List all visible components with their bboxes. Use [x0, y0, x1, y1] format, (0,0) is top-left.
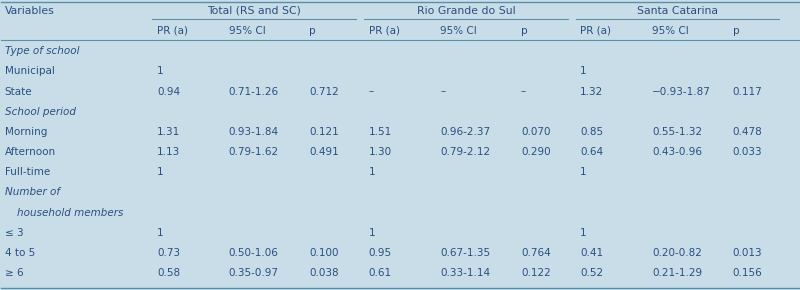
Text: 0.96-2.37: 0.96-2.37 [441, 127, 490, 137]
Text: 0.35-0.97: 0.35-0.97 [229, 268, 279, 278]
Text: 0.58: 0.58 [157, 268, 180, 278]
Text: 0.33-1.14: 0.33-1.14 [441, 268, 490, 278]
Text: 0.61: 0.61 [369, 268, 392, 278]
Text: PR (a): PR (a) [369, 26, 399, 36]
Text: p: p [521, 26, 527, 36]
Text: p: p [733, 26, 739, 36]
Text: Number of: Number of [5, 187, 60, 197]
Text: 1.32: 1.32 [580, 86, 603, 97]
Text: Full-time: Full-time [5, 167, 50, 177]
Text: 1: 1 [580, 167, 586, 177]
Text: State: State [5, 86, 32, 97]
Text: 0.712: 0.712 [310, 86, 339, 97]
Text: 0.52: 0.52 [580, 268, 603, 278]
Text: 1: 1 [157, 167, 163, 177]
Text: 1: 1 [369, 167, 375, 177]
Text: 4 to 5: 4 to 5 [5, 248, 35, 258]
Text: 1: 1 [369, 228, 375, 238]
Text: 1: 1 [157, 66, 163, 76]
Text: School period: School period [5, 107, 76, 117]
Text: Municipal: Municipal [5, 66, 54, 76]
Text: Variables: Variables [5, 6, 54, 16]
Text: 0.21-1.29: 0.21-1.29 [652, 268, 702, 278]
Text: Type of school: Type of school [5, 46, 79, 56]
Text: 0.156: 0.156 [733, 268, 762, 278]
Text: PR (a): PR (a) [580, 26, 611, 36]
Text: PR (a): PR (a) [157, 26, 188, 36]
Text: 0.95: 0.95 [369, 248, 392, 258]
Text: 0.79-2.12: 0.79-2.12 [441, 147, 490, 157]
Text: 0.41: 0.41 [580, 248, 603, 258]
Text: –: – [369, 86, 374, 97]
Text: 0.070: 0.070 [521, 127, 550, 137]
Text: 0.038: 0.038 [310, 268, 339, 278]
Text: 1: 1 [580, 66, 586, 76]
Text: 0.50-1.06: 0.50-1.06 [229, 248, 278, 258]
Text: 0.20-0.82: 0.20-0.82 [652, 248, 702, 258]
Text: 95% CI: 95% CI [652, 26, 689, 36]
Text: 1: 1 [157, 228, 163, 238]
Text: 0.64: 0.64 [580, 147, 603, 157]
Text: −0.93-1.87: −0.93-1.87 [652, 86, 711, 97]
Text: ≤ 3: ≤ 3 [5, 228, 23, 238]
Text: 0.478: 0.478 [733, 127, 762, 137]
Text: 0.85: 0.85 [580, 127, 603, 137]
Text: 0.79-1.62: 0.79-1.62 [229, 147, 279, 157]
Text: –: – [441, 86, 446, 97]
Text: 1.13: 1.13 [157, 147, 180, 157]
Text: 0.67-1.35: 0.67-1.35 [441, 248, 490, 258]
Text: 1: 1 [580, 228, 586, 238]
Text: 0.117: 0.117 [733, 86, 762, 97]
Text: 0.43-0.96: 0.43-0.96 [652, 147, 702, 157]
Text: 0.94: 0.94 [157, 86, 180, 97]
Text: 0.122: 0.122 [521, 268, 550, 278]
Text: Santa Catarina: Santa Catarina [637, 6, 718, 16]
Text: household members: household members [17, 208, 123, 218]
Text: ≥ 6: ≥ 6 [5, 268, 23, 278]
Text: –: – [521, 86, 526, 97]
Text: 95% CI: 95% CI [229, 26, 266, 36]
Text: Morning: Morning [5, 127, 47, 137]
Text: p: p [310, 26, 316, 36]
Text: 0.100: 0.100 [310, 248, 338, 258]
Text: Total (RS and SC): Total (RS and SC) [207, 6, 301, 16]
Text: 0.764: 0.764 [521, 248, 550, 258]
Text: 0.71-1.26: 0.71-1.26 [229, 86, 279, 97]
Text: 95% CI: 95% CI [441, 26, 478, 36]
Text: 0.121: 0.121 [310, 127, 339, 137]
Text: 0.013: 0.013 [733, 248, 762, 258]
Text: 0.491: 0.491 [310, 147, 339, 157]
Text: Afternoon: Afternoon [5, 147, 56, 157]
Text: 0.93-1.84: 0.93-1.84 [229, 127, 279, 137]
Text: 0.290: 0.290 [521, 147, 550, 157]
Text: 1.31: 1.31 [157, 127, 180, 137]
Text: 1.51: 1.51 [369, 127, 392, 137]
Text: 0.033: 0.033 [733, 147, 762, 157]
Text: 0.55-1.32: 0.55-1.32 [652, 127, 702, 137]
Text: 1.30: 1.30 [369, 147, 392, 157]
Text: Rio Grande do Sul: Rio Grande do Sul [417, 6, 515, 16]
Text: 0.73: 0.73 [157, 248, 180, 258]
